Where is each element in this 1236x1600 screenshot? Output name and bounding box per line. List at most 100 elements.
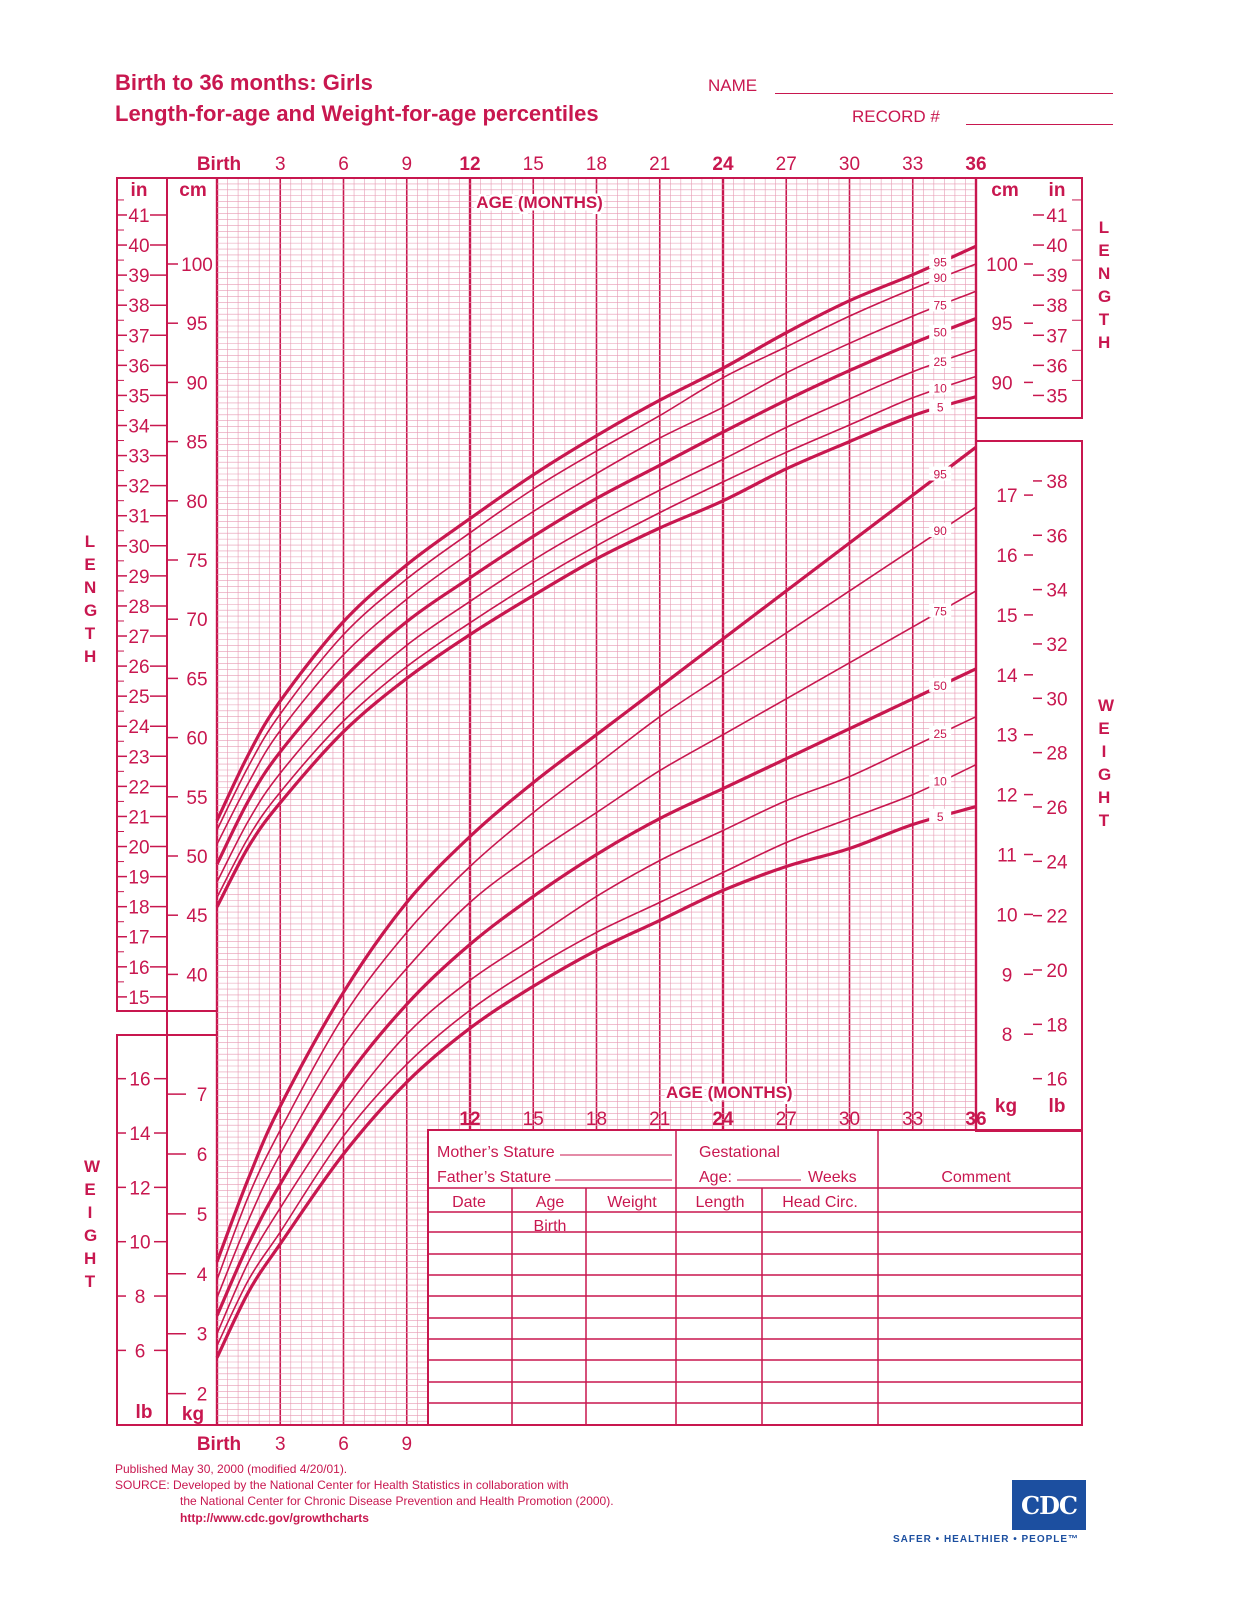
weight-percentile-90-label: 90: [933, 524, 947, 538]
lb-tick-label-right: 18: [1046, 1015, 1067, 1036]
table-column-header: Date: [452, 1194, 486, 1211]
published-note: Published May 30, 2000 (modified 4/20/01…: [115, 1462, 348, 1476]
x-tick-label-bottom: 9: [401, 1434, 412, 1455]
length-percentile-25-curve: [216, 348, 977, 883]
weight-label-right: WEIGHT: [1098, 696, 1115, 830]
in-tick-label-left: 16: [128, 958, 149, 979]
cm-tick-label-left: 95: [186, 314, 207, 335]
in-tick-label-right: 41: [1046, 206, 1067, 227]
kg-tick-label-right: 12: [996, 786, 1017, 807]
weight-percentile-50-label: 50: [933, 679, 947, 693]
kg-tick-label-right: 17: [996, 486, 1017, 507]
table-column-header: Length: [696, 1194, 745, 1211]
weight-label-left: WEIGHT: [84, 1157, 101, 1291]
unit-lb-left: lb: [136, 1402, 153, 1423]
chart-title-line1: Birth to 36 months: Girls: [115, 70, 373, 95]
x-tick-label-top: 12: [459, 154, 480, 175]
weight-percentile-95-curve: [215, 445, 977, 1263]
x-tick-label-mid: 36: [965, 1109, 986, 1130]
weight-percentile-90-curve: [216, 506, 977, 1281]
lb-tick-label-left: 14: [129, 1124, 151, 1145]
kg-tick-label-right: 11: [997, 846, 1017, 867]
lb-tick-label-right: 22: [1046, 907, 1067, 928]
unit-lb-right: lb: [1049, 1096, 1066, 1117]
lb-tick-label-right: 20: [1046, 961, 1067, 982]
in-tick-label-left: 35: [128, 386, 149, 407]
x-tick-label-top: 6: [338, 154, 349, 175]
weight-percentile-label-bg: [929, 603, 952, 618]
x-tick-label-mid: 30: [839, 1109, 860, 1130]
x-tick-label-bottom: 6: [338, 1434, 349, 1455]
in-tick-label-left: 34: [128, 416, 150, 437]
length-percentile-label-bg: [929, 399, 952, 414]
weight-percentile-label-bg: [929, 725, 952, 740]
cm-tick-label-left: 65: [186, 669, 207, 690]
in-tick-label-right: 35: [1046, 386, 1067, 407]
lb-tick-label-right: 34: [1046, 581, 1068, 602]
age-months-label-top: AGE (MONTHS): [476, 193, 603, 212]
cm-tick-label-right: 100: [986, 255, 1018, 276]
lb-tick-label-left: 10: [129, 1233, 150, 1254]
in-tick-label-left: 15: [128, 988, 149, 1009]
kg-tick-label-left: 4: [197, 1265, 208, 1286]
kg-tick-label-left: 5: [197, 1205, 208, 1226]
length-label-right: LENGTH: [1098, 218, 1112, 352]
length-percentile-50-curve: [215, 317, 977, 866]
record-table: [427, 1129, 1083, 1426]
x-tick-label-mid: 18: [586, 1109, 607, 1130]
source-line2: the National Center for Chronic Disease …: [180, 1494, 614, 1508]
chart-title-line2: Length-for-age and Weight-for-age percen…: [115, 101, 599, 126]
cm-tick-label-left: 60: [186, 729, 207, 750]
kg-tick-label-right: 15: [996, 606, 1017, 627]
weight-percentile-25-label: 25: [933, 727, 947, 741]
length-percentile-50-label: 50: [933, 326, 947, 340]
weight-percentile-label-bg: [929, 522, 952, 537]
cm-tick-label-left: 80: [186, 492, 207, 513]
in-tick-label-left: 26: [128, 657, 149, 678]
x-tick-label-top: 18: [586, 154, 607, 175]
kg-tick-label-left: 3: [197, 1325, 208, 1346]
record-field[interactable]: [966, 124, 1113, 125]
unit-kg-left: kg: [182, 1404, 204, 1425]
x-tick-label-mid: 27: [776, 1109, 797, 1130]
length-percentile-75-label: 75: [933, 298, 947, 312]
in-tick-label-left: 36: [128, 356, 149, 377]
weight-percentile-10-label: 10: [933, 775, 947, 789]
in-tick-label-right: 37: [1046, 326, 1067, 347]
length-percentile-95-curve: [215, 244, 977, 822]
x-tick-label-top: Birth: [197, 154, 241, 175]
weight-percentile-5-curve: [215, 805, 977, 1359]
weight-percentile-75-label: 75: [933, 604, 947, 618]
name-label: NAME: [708, 76, 758, 95]
lb-tick-label-left: 16: [129, 1070, 150, 1091]
cm-tick-label-left: 70: [186, 610, 207, 631]
length-percentile-10-curve: [216, 375, 977, 898]
unit-kg-right: kg: [995, 1096, 1017, 1117]
in-tick-label-left: 30: [128, 537, 149, 558]
source-url[interactable]: http://www.cdc.gov/growthcharts: [180, 1511, 369, 1525]
name-field[interactable]: [775, 93, 1113, 94]
length-percentile-95-label: 95: [933, 255, 947, 269]
x-tick-label-top: 33: [902, 154, 923, 175]
unit-in-right: in: [1049, 180, 1066, 201]
cm-tick-label-left: 50: [186, 847, 207, 868]
x-tick-label-bottom: 3: [275, 1434, 286, 1455]
weight-percentile-75-curve: [216, 590, 977, 1299]
weight-percentile-label-bg: [929, 466, 952, 481]
unit-cm-right: cm: [991, 180, 1018, 201]
unit-in-left: in: [131, 180, 148, 201]
in-tick-label-left: 28: [128, 597, 149, 618]
in-tick-label-left: 41: [128, 206, 149, 227]
cm-tick-label-left: 55: [186, 788, 207, 809]
in-tick-label-right: 38: [1046, 296, 1067, 317]
in-tick-label-left: 19: [128, 868, 149, 889]
in-tick-label-left: 25: [128, 687, 149, 708]
weight-percentile-label-bg: [929, 773, 952, 788]
in-tick-label-left: 21: [128, 807, 149, 828]
lb-tick-label-right: 24: [1046, 852, 1068, 873]
table-column-header: Head Circ.: [782, 1194, 858, 1211]
in-tick-label-left: 31: [128, 507, 149, 528]
in-tick-label-left: 17: [128, 928, 149, 949]
length-percentile-label-bg: [929, 297, 952, 312]
x-tick-label-top: 9: [401, 154, 412, 175]
